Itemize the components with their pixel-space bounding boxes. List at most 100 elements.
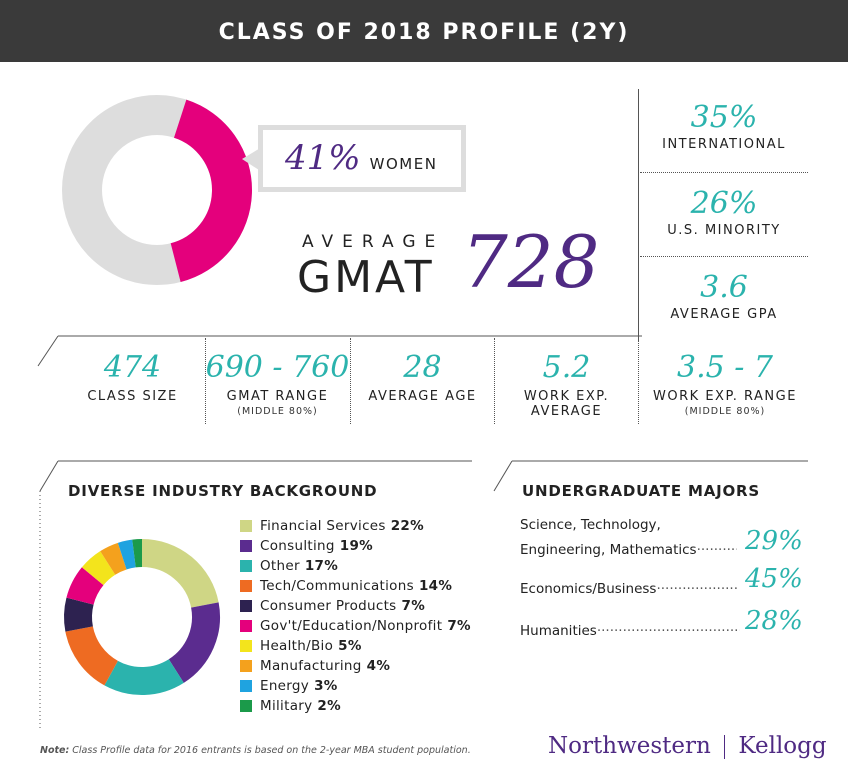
divider	[350, 338, 351, 424]
page-title: CLASS OF 2018 PROFILE (2Y)	[0, 0, 848, 62]
industry-slice-consulting	[168, 602, 220, 683]
legend-label: Consulting	[260, 538, 335, 554]
women-callout: 41% WOMEN	[258, 125, 466, 192]
industry-slice-manufacturing	[100, 542, 127, 576]
women-pct: 41%	[285, 138, 361, 178]
women-donut-chart	[62, 95, 252, 285]
major-label: Humanities	[520, 623, 597, 639]
stat-label: U.S. MINORITY	[667, 223, 781, 238]
industry-slice-health-bio	[81, 551, 116, 586]
stat-label: AVERAGE AGE	[368, 389, 477, 404]
industry-slice-military	[132, 539, 143, 568]
stat-label: WORK EXP.	[523, 389, 610, 404]
stat-label-line2: AVERAGE	[530, 404, 603, 419]
women-donut-slice	[169, 99, 252, 283]
legend-label: Manufacturing	[260, 658, 362, 674]
logo-separator	[724, 735, 726, 759]
stat-us-minority: 26% U.S. MINORITY	[640, 186, 808, 238]
callout-pointer	[242, 147, 262, 172]
legend-swatch	[240, 640, 252, 652]
legend-value: 7%	[447, 618, 471, 634]
divider	[640, 256, 808, 257]
major-label: Economics/Business	[520, 581, 657, 597]
legend-item: Military 2%	[240, 696, 471, 716]
legend-label: Financial Services	[260, 518, 386, 534]
major-stem-pct: 29%	[745, 526, 803, 556]
footnote-label: Note:	[40, 745, 70, 756]
stat-value: 3.6	[700, 270, 748, 305]
stats-row-frame	[37, 335, 642, 367]
kellogg-logo: Northwestern Kellogg	[548, 733, 827, 759]
majors-title: UNDERGRADUATE MAJORS	[522, 482, 760, 500]
industry-slice-gov-t-education-nonprofit	[66, 567, 104, 606]
gmat-average-value: 728	[462, 220, 600, 304]
dot-leader: ..............................	[656, 577, 739, 593]
industry-slice-consumer-products	[64, 597, 94, 632]
women-label: WOMEN	[369, 155, 438, 173]
stat-sublabel: (MIDDLE 80%)	[237, 406, 318, 417]
industry-slice-financial-services	[141, 539, 219, 609]
stat-sublabel: (MIDDLE 80%)	[684, 406, 766, 417]
industry-title: DIVERSE INDUSTRY BACKGROUND	[68, 482, 378, 500]
dot-leader: ..............	[696, 538, 737, 554]
legend-swatch	[240, 560, 252, 572]
legend-item: Consulting 19%	[240, 536, 471, 556]
major-label: Engineering, Mathematics	[520, 542, 697, 558]
legend-item: Tech/Communications 14%	[240, 576, 471, 596]
industry-donut-chart	[64, 539, 220, 695]
legend-label: Other	[260, 558, 300, 574]
footnote: Note: Class Profile data for 2016 entran…	[40, 745, 471, 756]
legend-item: Other 17%	[240, 556, 471, 576]
stat-value: 3.5 - 7	[676, 350, 773, 385]
legend-item: Manufacturing 4%	[240, 656, 471, 676]
major-humanities-pct: 28%	[745, 606, 803, 636]
legend-swatch	[240, 700, 252, 712]
industry-legend: Financial Services 22% Consulting 19% Other 1…	[240, 516, 471, 716]
legend-value: 22%	[390, 518, 424, 534]
stat-label: GMAT RANGE	[226, 389, 329, 404]
stat-label: AVERAGE GPA	[670, 307, 778, 322]
industry-slice-energy	[117, 539, 137, 570]
legend-item: Energy 3%	[240, 676, 471, 696]
divider	[640, 172, 808, 173]
stat-class-size: 474 CLASS SIZE	[60, 350, 205, 404]
stat-label: CLASS SIZE	[87, 389, 178, 404]
legend-label: Military	[260, 698, 313, 714]
industry-section-frame	[39, 460, 472, 731]
stat-value: 474	[103, 350, 162, 385]
gmat-label-top: AVERAGE	[302, 232, 445, 252]
industry-slice-other	[104, 658, 184, 695]
legend-item: Health/Bio 5%	[240, 636, 471, 656]
divider	[205, 338, 206, 424]
stat-value: 5.2	[542, 350, 591, 385]
legend-swatch	[240, 520, 252, 532]
industry-slice-tech-communications	[65, 625, 119, 686]
legend-value: 5%	[338, 638, 362, 654]
stat-average-gpa: 3.6 AVERAGE GPA	[640, 270, 808, 322]
legend-value: 4%	[366, 658, 391, 674]
right-column-divider	[638, 89, 639, 341]
divider	[638, 338, 639, 424]
legend-swatch	[240, 620, 252, 632]
legend-item: Financial Services 22%	[240, 516, 471, 536]
legend-swatch	[240, 660, 252, 672]
stat-work-exp-range: 3.5 - 7 WORK EXP. RANGE (MIDDLE 80%)	[640, 350, 810, 417]
divider	[494, 338, 495, 424]
majors-section-frame	[493, 460, 808, 492]
dot-leader: ........................................…	[596, 619, 740, 635]
legend-label: Energy	[260, 678, 310, 694]
legend-value: 3%	[314, 678, 338, 694]
major-econ-label: Economics/Business......................…	[520, 577, 738, 597]
logo-kellogg: Kellogg	[738, 733, 827, 759]
legend-item: Consumer Products 7%	[240, 596, 471, 616]
footnote-text: Class Profile data for 2016 entrants is …	[69, 745, 471, 756]
stat-average-age: 28 AVERAGE AGE	[350, 350, 495, 404]
stat-label: WORK EXP. RANGE	[653, 389, 797, 404]
legend-item: Gov't/Education/Nonprofit 7%	[240, 616, 471, 636]
legend-value: 2%	[317, 698, 341, 714]
legend-label: Health/Bio	[260, 638, 334, 654]
stat-international: 35% INTERNATIONAL	[640, 100, 808, 152]
legend-label: Tech/Communications	[260, 578, 414, 594]
legend-label: Consumer Products	[260, 598, 397, 614]
legend-label: Gov't/Education/Nonprofit	[260, 618, 443, 634]
